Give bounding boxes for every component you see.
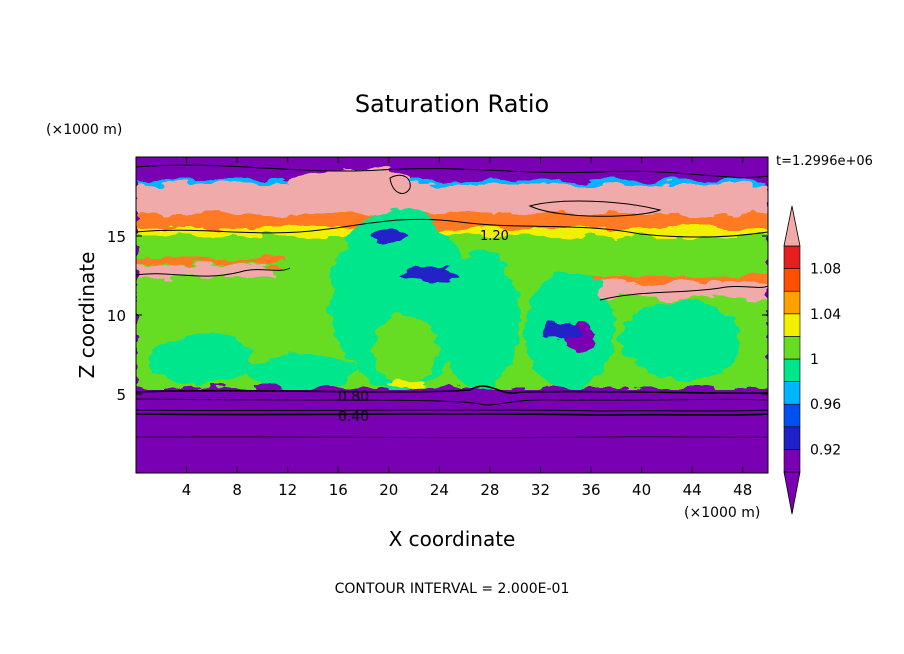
cloud-cyan-1 — [150, 334, 250, 386]
x-tick-label: 32 — [531, 481, 550, 499]
contour-label: 1.20 — [480, 229, 509, 244]
x-axis: 4 8 12 16 20 24 28 32 36 40 44 48 — [182, 157, 752, 499]
cloud-cyan-3 — [440, 250, 520, 390]
x-tick-label: 24 — [430, 481, 449, 499]
contour-labels: 0.80 0.40 1.20 — [338, 229, 509, 425]
band-orange-mid-right — [590, 276, 768, 282]
plot-area: 0.80 0.40 1.20 — [136, 157, 768, 473]
y-axis: 5 10 15 — [107, 228, 768, 404]
colorbar-swatch — [783, 358, 801, 382]
x-tick-label: 44 — [683, 481, 702, 499]
patch-blue-2 — [542, 320, 578, 340]
colorbar-over-arrow — [783, 205, 801, 247]
x-tick-label: 20 — [379, 481, 398, 499]
patch-blue-1 — [400, 267, 460, 283]
x-tick-label: 4 — [182, 481, 192, 499]
colorbar: 0.92 0.96 1 1.04 1.08 — [783, 205, 841, 515]
contour-lines — [136, 164, 768, 439]
cloud-cyan-6 — [245, 354, 355, 390]
x-tick-label: 40 — [632, 481, 651, 499]
patch-blue-3 — [370, 231, 410, 241]
colorbar-label: 1.04 — [810, 307, 841, 323]
x-tick-label: 12 — [278, 481, 297, 499]
x-axis-label: X coordinate — [389, 527, 516, 551]
x-tick-label: 16 — [329, 481, 348, 499]
contour-label: 0.80 — [338, 389, 369, 405]
colorbar-swatch — [783, 336, 801, 360]
patch-yellow-surface — [383, 380, 427, 388]
x-tick-label: 48 — [733, 481, 752, 499]
colorbar-swatch — [783, 290, 801, 315]
y-axis-label: Z coordinate — [75, 252, 99, 379]
lower-purple-layer — [136, 390, 768, 473]
band-orange-mid-left — [136, 258, 286, 264]
colorbar-swatch — [783, 313, 801, 337]
y-tick-label: 15 — [107, 228, 126, 246]
cap-pink-right — [480, 189, 720, 217]
colorbar-swatch — [783, 426, 801, 450]
cloud-cyan-5 — [620, 300, 740, 380]
contour-label: 0.40 — [338, 409, 369, 425]
colorbar-label: 0.92 — [810, 442, 841, 458]
x-tick-label: 8 — [232, 481, 242, 499]
x-tick-label: 36 — [581, 481, 600, 499]
x-unit-label: (×1000 m) — [684, 505, 760, 521]
colorbar-swatch — [783, 403, 801, 428]
y-tick-label: 5 — [116, 386, 126, 404]
colorbar-under-arrow — [783, 471, 801, 515]
field-bands — [136, 167, 768, 390]
chart-title: Saturation Ratio — [355, 90, 549, 118]
colorbar-swatch — [783, 245, 801, 269]
cloud-green-column — [373, 315, 437, 385]
cap-pink-left — [290, 167, 410, 195]
colorbar-label: 1.08 — [810, 262, 841, 278]
colorbar-label: 1 — [810, 352, 819, 368]
x-tick-label: 28 — [480, 481, 499, 499]
colorbar-swatch — [783, 381, 801, 405]
colorbar-label: 0.96 — [810, 397, 841, 413]
y-unit-label: (×1000 m) — [46, 122, 122, 138]
contour-interval-footer: CONTOUR INTERVAL = 2.000E-01 — [335, 581, 570, 597]
colorbar-swatch — [783, 268, 801, 292]
time-label: t=1.2996e+06 — [776, 154, 873, 169]
band-pink-mid-left — [136, 265, 276, 277]
colorbar-swatch — [783, 449, 801, 473]
y-tick-label: 10 — [107, 307, 126, 325]
